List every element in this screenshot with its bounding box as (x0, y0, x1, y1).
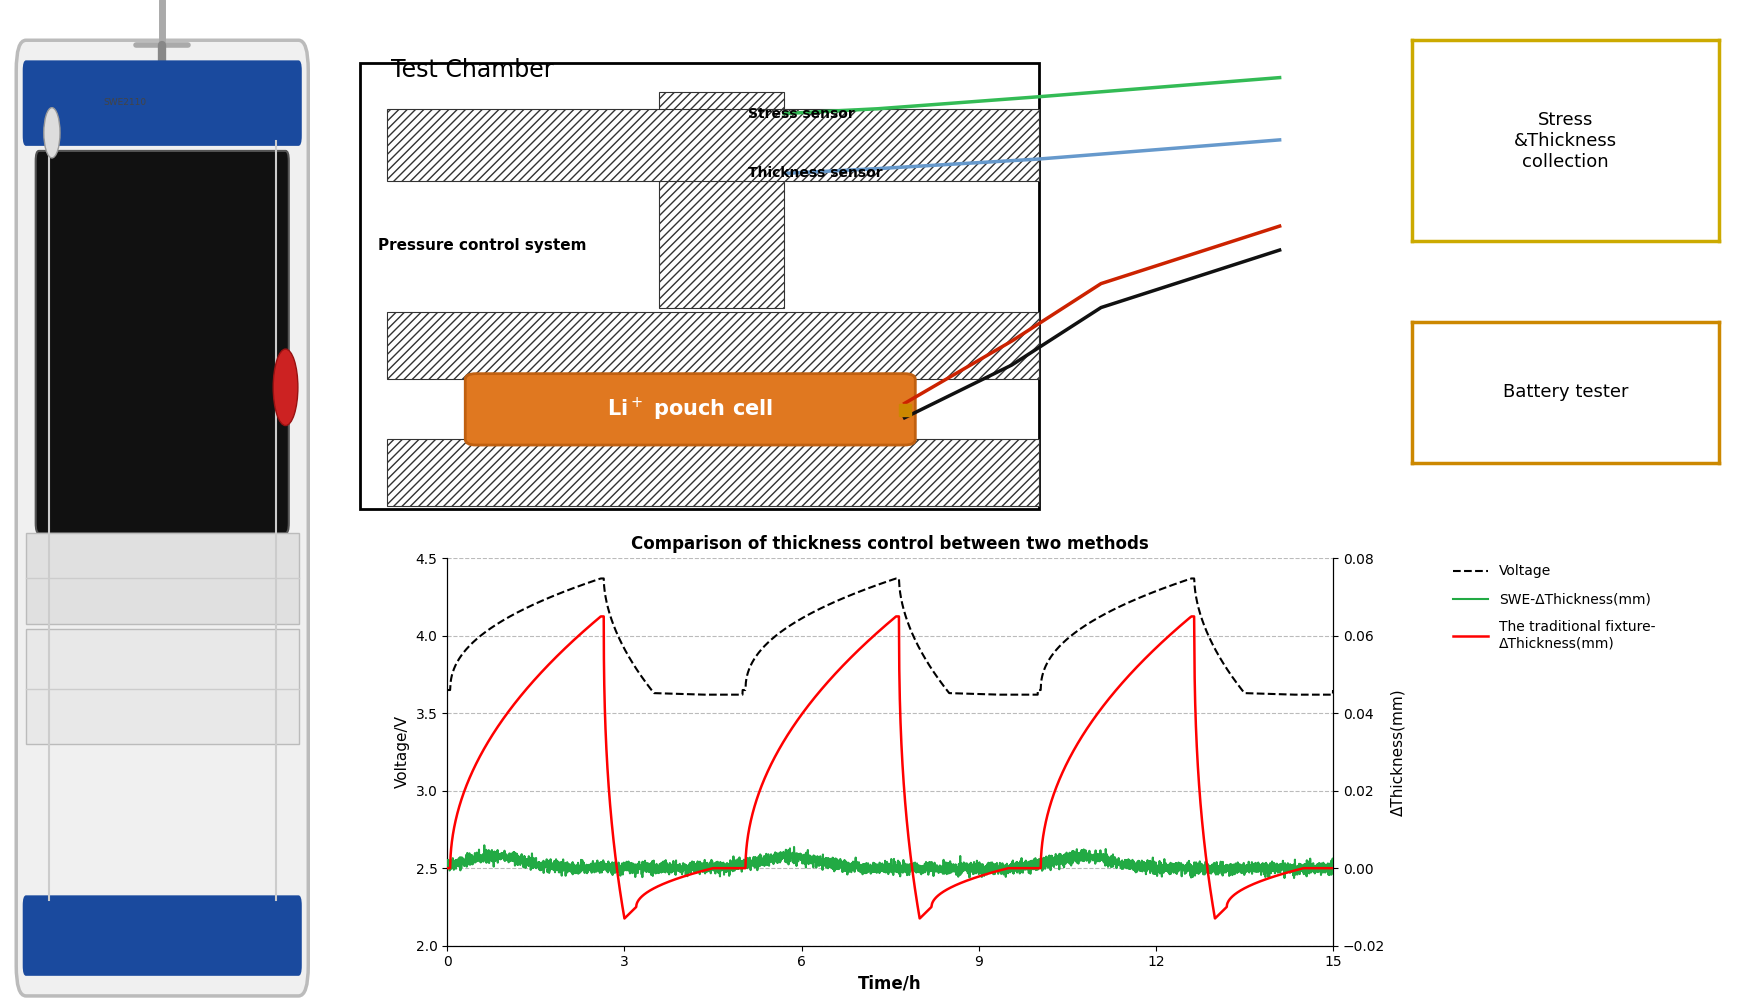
Bar (26, 533, 298, 624)
Bar (386, 312, 1038, 379)
Legend: Voltage, SWE-ΔThickness(mm), The traditional fixture-
ΔThickness(mm): Voltage, SWE-ΔThickness(mm), The traditi… (1447, 557, 1663, 657)
Text: Thickness sensor: Thickness sensor (749, 166, 882, 180)
Text: SWE2110: SWE2110 (103, 99, 147, 107)
FancyBboxPatch shape (16, 40, 309, 996)
Y-axis label: ΔThickness(mm): ΔThickness(mm) (1391, 688, 1405, 816)
Circle shape (44, 108, 60, 158)
FancyBboxPatch shape (35, 151, 289, 533)
Text: IEST: IEST (42, 96, 77, 110)
Text: Stress
&Thickness
collection: Stress &Thickness collection (1514, 111, 1617, 171)
Text: Test Chamber: Test Chamber (391, 58, 554, 82)
Bar (360, 63, 1038, 509)
Text: Li$^+$ pouch cell: Li$^+$ pouch cell (607, 396, 774, 424)
Circle shape (274, 349, 298, 426)
Bar (386, 440, 1038, 506)
FancyBboxPatch shape (465, 373, 916, 445)
Title: Comparison of thickness control between two methods: Comparison of thickness control between … (631, 534, 1149, 552)
Y-axis label: Voltage/V: Voltage/V (395, 715, 410, 789)
FancyBboxPatch shape (23, 60, 302, 146)
Bar (660, 92, 784, 308)
Text: Stress sensor: Stress sensor (749, 107, 854, 121)
FancyBboxPatch shape (23, 895, 302, 976)
Text: Pressure control system: Pressure control system (377, 237, 586, 253)
X-axis label: Time/h: Time/h (858, 975, 923, 993)
Bar (386, 109, 1038, 181)
Bar (26, 629, 298, 744)
Text: Battery tester: Battery tester (1503, 383, 1628, 401)
